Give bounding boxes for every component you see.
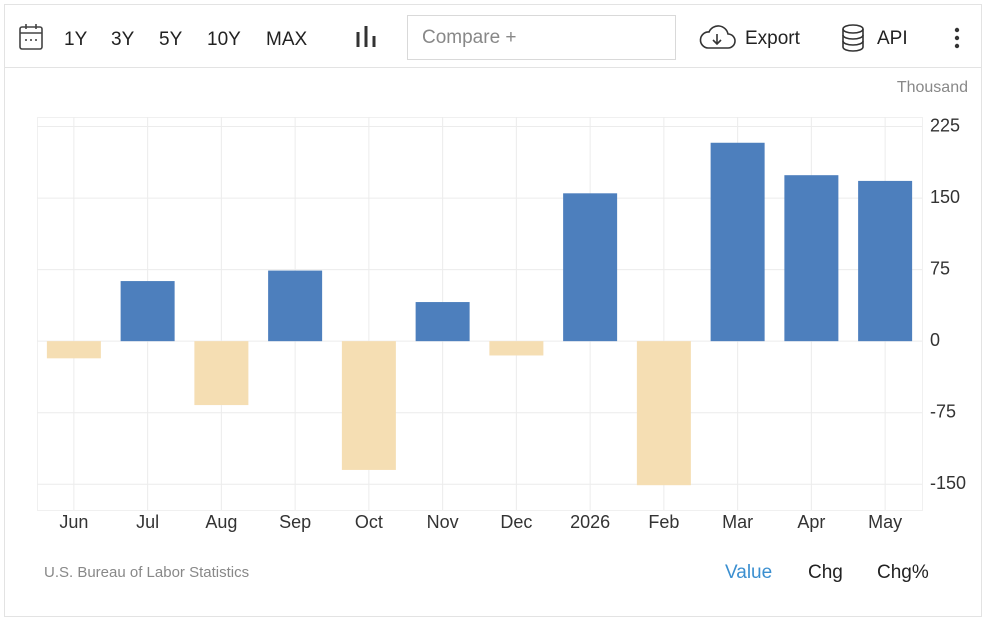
- x-tick-label: Mar: [722, 512, 753, 532]
- calendar-icon[interactable]: [19, 24, 43, 50]
- x-tick-label: Apr: [797, 512, 825, 532]
- compare-input[interactable]: [407, 15, 676, 60]
- bar: [784, 175, 839, 342]
- x-tick-label: 2026: [570, 512, 610, 532]
- export-button[interactable]: Export: [745, 28, 801, 49]
- export-icon[interactable]: [699, 25, 736, 49]
- bar: [710, 142, 765, 342]
- y-tick-label: -150: [930, 473, 966, 493]
- range-button[interactable]: 3Y: [111, 29, 135, 50]
- y-tick-label: -75: [930, 401, 956, 421]
- x-tick-label: Dec: [500, 512, 532, 532]
- y-tick-label: 0: [930, 330, 940, 350]
- bar: [194, 341, 249, 406]
- x-tick-label: Jul: [136, 512, 159, 532]
- bar: [563, 193, 618, 342]
- bar: [120, 281, 175, 342]
- bar: [46, 341, 101, 359]
- plot-border: [37, 117, 923, 511]
- x-tick-label: Aug: [205, 512, 237, 532]
- bar: [341, 341, 396, 470]
- range-button[interactable]: 1Y: [64, 29, 88, 50]
- x-tick-label: Jun: [59, 512, 88, 532]
- bar: [636, 341, 691, 486]
- unit-label: Thousand: [897, 79, 968, 96]
- bar: [858, 180, 913, 342]
- bar: [489, 341, 544, 356]
- tab-chg-pct[interactable]: Chg%: [877, 562, 929, 583]
- bar: [268, 270, 323, 342]
- tab-chg[interactable]: Chg: [808, 562, 843, 583]
- x-tick-label: Oct: [355, 512, 383, 532]
- y-tick-label: 150: [930, 187, 960, 207]
- y-tick-label: 75: [930, 258, 950, 278]
- api-icon[interactable]: [842, 24, 864, 52]
- chart-type-icon[interactable]: [356, 26, 376, 47]
- range-button[interactable]: MAX: [266, 29, 308, 50]
- compare-placeholder[interactable]: Compare +: [422, 27, 517, 48]
- bar: [415, 302, 470, 342]
- tab-value[interactable]: Value: [725, 562, 772, 583]
- x-tick-label: Sep: [279, 512, 311, 532]
- source: U.S. Bureau of Labor Statistics: [44, 564, 249, 581]
- more-menu[interactable]: [954, 27, 960, 49]
- x-tick-label: May: [868, 512, 902, 532]
- api-button[interactable]: API: [877, 28, 908, 49]
- y-tick-label: 225: [930, 115, 960, 135]
- x-tick-label: Feb: [648, 512, 679, 532]
- range-button[interactable]: 10Y: [207, 29, 241, 50]
- x-tick-label: Nov: [427, 512, 459, 532]
- range-button[interactable]: 5Y: [159, 29, 183, 50]
